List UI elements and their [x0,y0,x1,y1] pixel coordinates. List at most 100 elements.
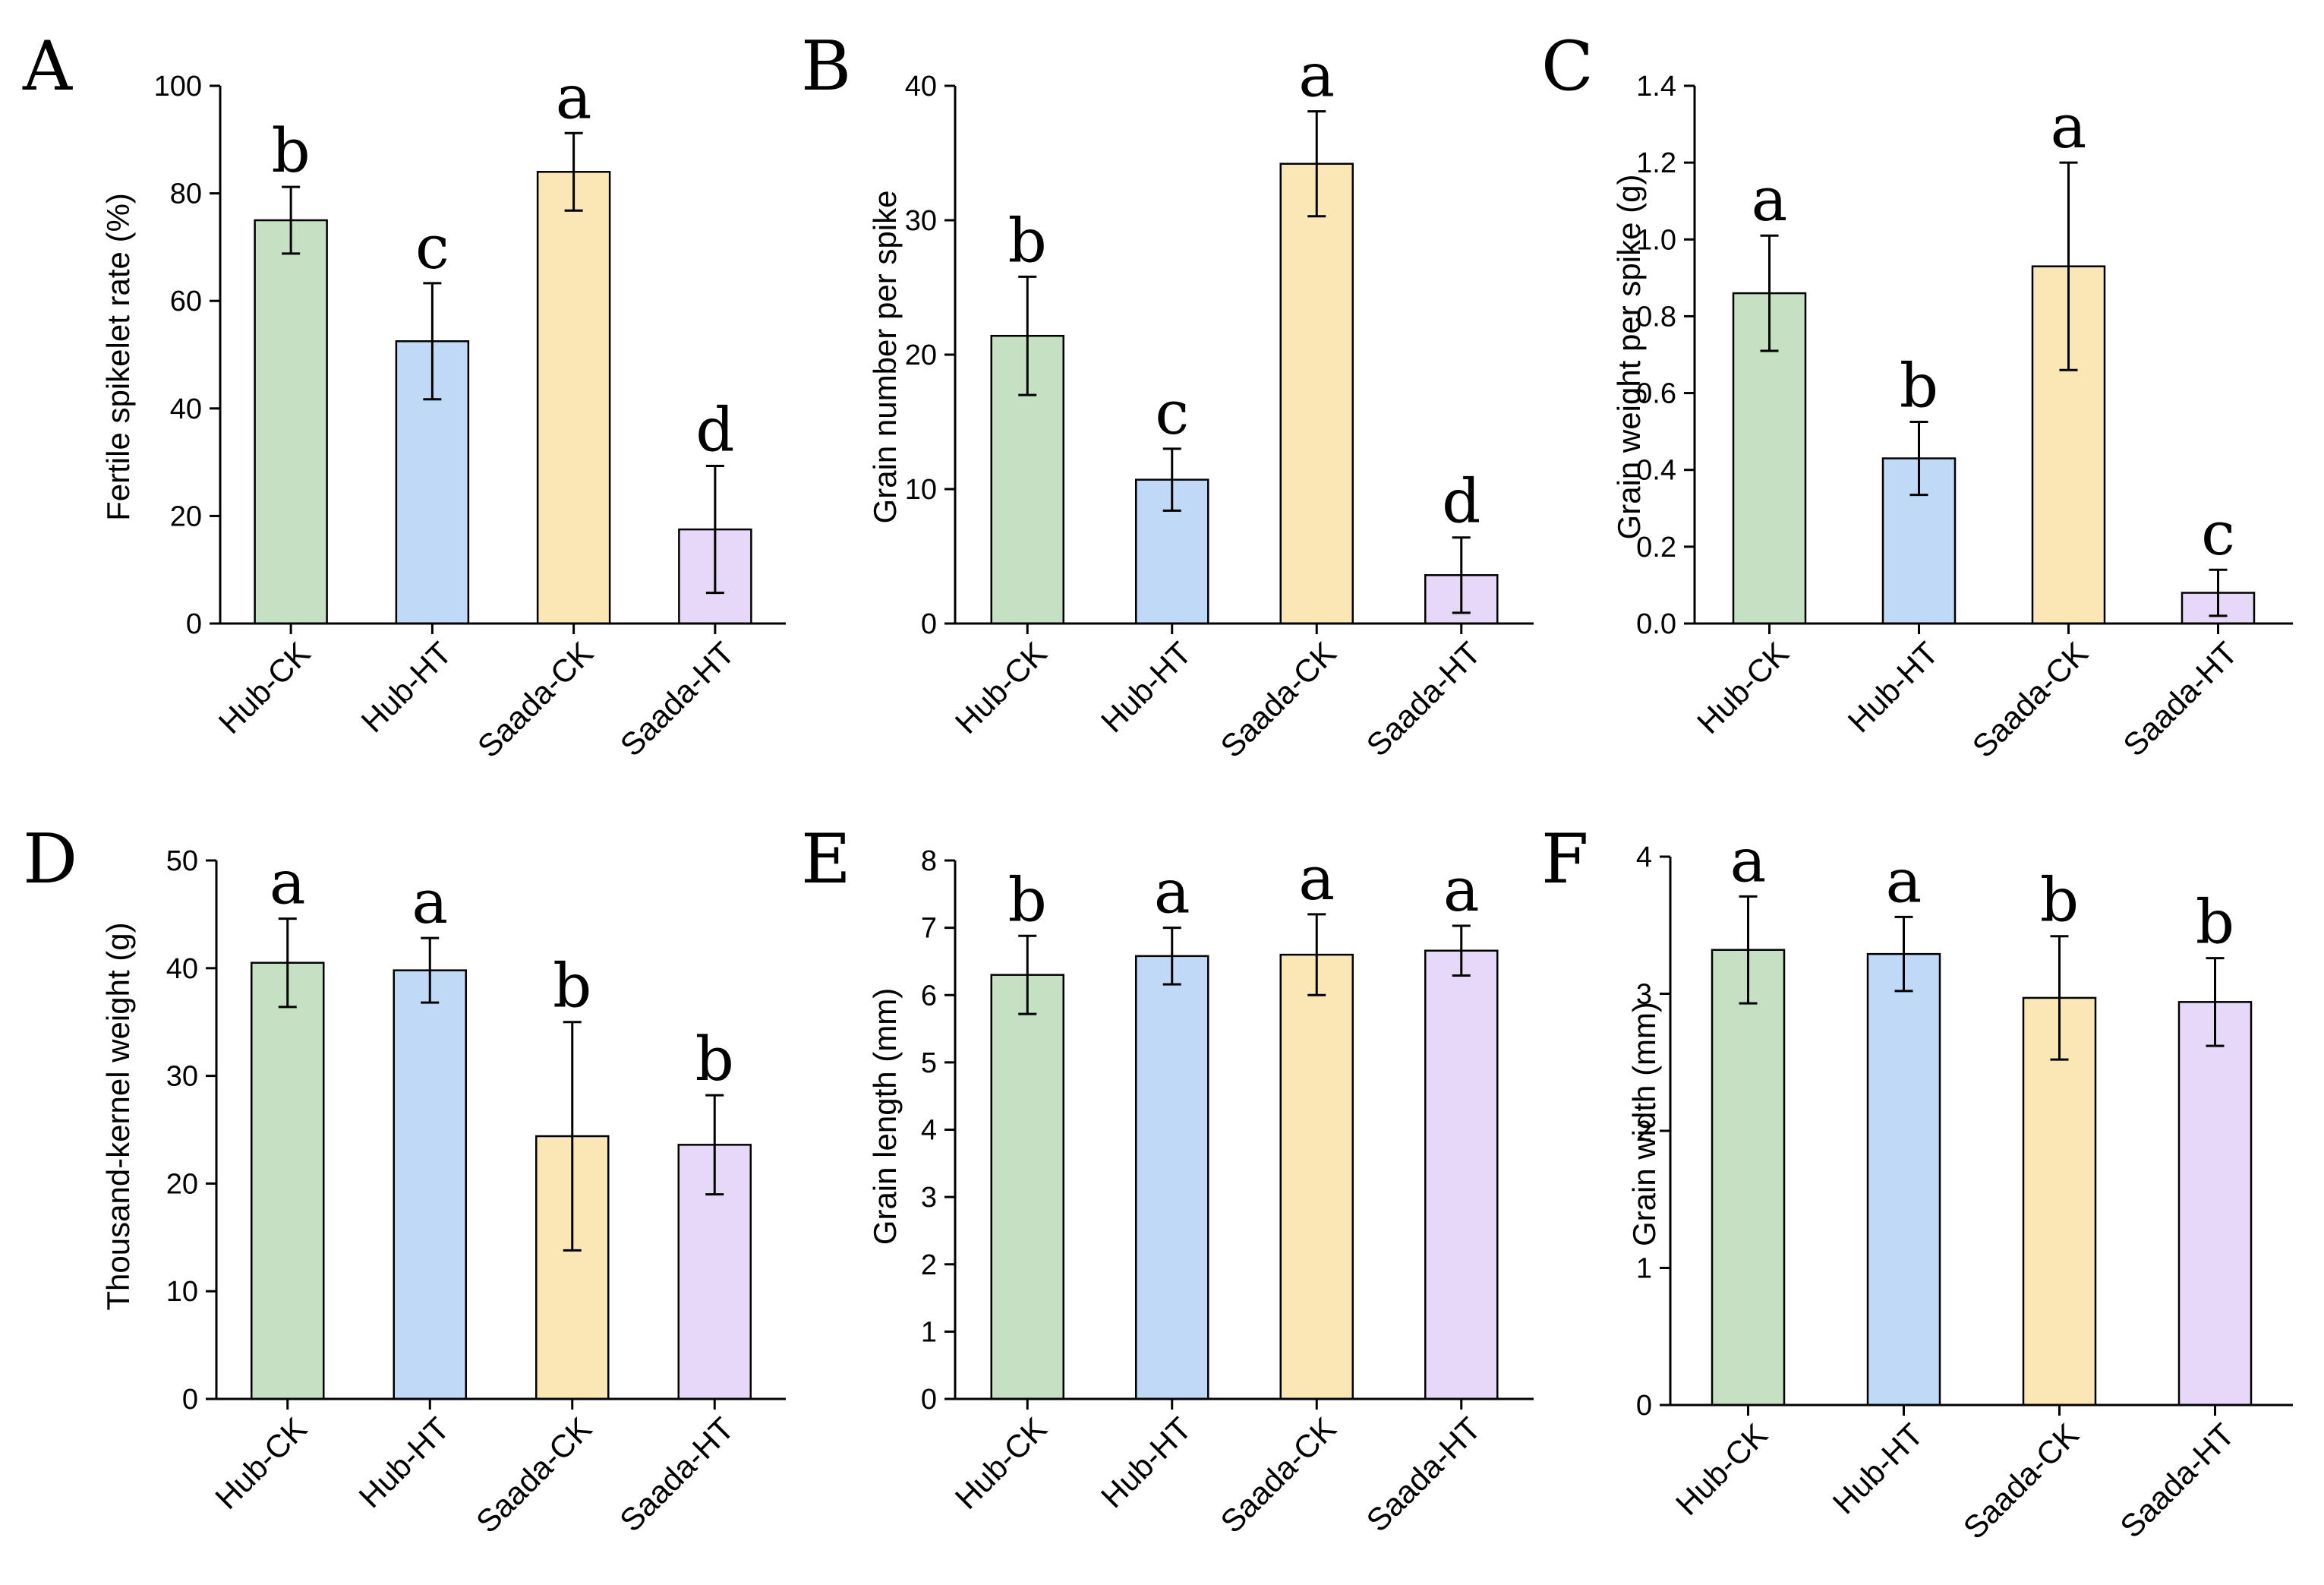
error-bar-e-3 [1307,913,1326,996]
y-tick-label-f-2: 2 [1636,1116,1652,1148]
x-tick-label-c-2: Hub-HT [1841,635,1945,739]
sig-letter-f-2: a [1886,845,1922,916]
y-tick-label-a-0: 0 [186,608,202,640]
y-tick-label-b-4: 40 [905,71,937,103]
sig-letter-f-1: a [1730,825,1767,895]
x-tick-label-d-2: Hub-HT [352,1410,456,1514]
bar-e-saada-ht [1424,949,1499,1400]
y-tick-label-a-5: 100 [154,71,202,103]
error-bar-a-3 [564,131,583,212]
error-bar-e-1 [1018,934,1037,1015]
sig-letter-e-1: b [1008,864,1047,935]
y-tick-label-e-1: 1 [921,1316,937,1348]
bar-d-hub-ck [251,961,325,1400]
sig-letter-b-2: c [1155,377,1189,448]
sig-letter-e-2: a [1154,857,1190,927]
sig-letter-b-4: d [1442,466,1480,537]
y-tick-label-d-3: 30 [166,1061,198,1093]
sig-letter-f-4: b [2196,887,2234,958]
error-bar-e-4 [1452,924,1471,977]
y-axis-label-a: Fertile spikelet rate (%) [100,193,136,521]
x-tick-label-a-3: Saada-CK [471,635,600,764]
sig-letter-d-3: b [553,951,591,1021]
x-tick-label-e-4: Saada-HT [1360,1410,1488,1539]
y-tick-label-c-1: 0.2 [1636,532,1676,564]
y-tick-label-e-7: 7 [921,913,937,945]
y-tick-label-d-0: 0 [182,1384,198,1416]
sig-letter-c-2: b [1900,351,1938,422]
y-tick-label-e-0: 0 [921,1384,937,1416]
x-tick-label-c-1: Hub-CK [1690,635,1796,740]
plot-area-d: a a b b 0 10 20 30 40 50 Hub-CK Hub-HT Saada-CK Saada… [166,845,786,1539]
y-tick-label-e-3: 3 [921,1182,937,1214]
panel-letter-f: F [1541,819,1588,899]
y-tick-label-c-7: 1.4 [1636,71,1676,103]
x-tick-label-a-1: Hub-CK [212,635,317,740]
y-tick-label-b-1: 10 [905,474,937,506]
bar-b-saada-ck [1279,163,1354,625]
panel-e: E Grain length (mm) b a a a 0 1 2 3 4 5 6 7 8 Hub-CK H… [801,819,1534,1539]
bar-e-hub-ck [990,974,1064,1400]
error-bar-f-1 [1739,895,1758,1005]
y-tick-label-e-6: 6 [921,980,937,1012]
panel-c: C Grain weight per spike (g) a b a c 0.0 0.2 0… [1541,27,2293,764]
y-tick-label-d-5: 50 [166,845,198,877]
error-bar-b-2 [1162,447,1181,512]
panel-f: F Grain width (mm) a a b b 0 1 2 3 4 Hub-CK Hub-HT… [1541,819,2293,1546]
x-tick-label-e-3: Saada-CK [1213,1410,1342,1539]
error-bar-c-2 [1909,421,1928,497]
y-tick-label-f-0: 0 [1636,1390,1652,1422]
panel-letter-a: A [22,27,73,106]
x-tick-label-d-1: Hub-CK [208,1410,314,1516]
bar-f-hub-ck [1711,949,1786,1407]
sig-letter-d-4: b [695,1024,734,1094]
y-axis-label-c: Grain weight per spike (g) [1611,175,1647,540]
y-tick-label-d-1: 10 [166,1276,198,1308]
y-tick-label-c-3: 0.6 [1636,378,1676,410]
y-tick-label-e-4: 4 [921,1115,937,1147]
y-tick-label-c-4: 0.8 [1636,301,1676,333]
y-tick-label-d-2: 20 [166,1168,198,1200]
error-bar-c-3 [2059,161,2078,371]
y-tick-label-b-0: 0 [921,608,937,640]
sig-letter-c-1: a [1752,164,1788,235]
error-bar-d-2 [421,936,440,1004]
y-tick-label-f-1: 1 [1636,1253,1652,1285]
error-bar-a-4 [705,465,724,595]
panel-letter-e: E [801,819,851,899]
x-tick-label-d-4: Saada-HT [613,1410,741,1539]
sig-letter-c-3: a [2051,91,2087,162]
sig-letter-a-4: d [695,395,734,466]
bar-e-hub-ht [1135,955,1209,1400]
x-tick-label-a-4: Saada-HT [613,635,742,763]
plot-area-a: b c a d 0 20 40 60 80 100 Hub-CK Hub-HT Saada-CK Saad… [154,62,786,764]
x-tick-label-f-4: Saada-HT [2113,1416,2241,1545]
y-tick-label-c-2: 0.4 [1636,455,1676,487]
sig-letter-a-2: c [415,212,449,283]
y-tick-label-f-3: 3 [1636,979,1652,1011]
x-tick-label-b-2: Hub-HT [1094,635,1198,739]
x-tick-label-f-2: Hub-HT [1826,1416,1930,1520]
bar-f-saada-ck [2022,996,2097,1407]
y-tick-label-e-8: 8 [921,845,937,877]
bar-f-hub-ht [1866,952,1941,1407]
bar-d-hub-ht [393,969,467,1400]
sig-letter-e-3: a [1298,843,1335,914]
error-bar-b-3 [1307,110,1326,218]
x-tick-label-f-3: Saada-CK [1957,1416,2086,1546]
x-tick-label-d-3: Saada-CK [469,1410,598,1539]
error-bar-b-4 [1452,536,1471,614]
sig-letter-d-2: a [412,867,448,937]
y-tick-label-a-1: 20 [170,500,202,532]
y-tick-label-c-6: 1.2 [1636,147,1676,179]
x-tick-label-b-3: Saada-CK [1213,635,1342,764]
panel-b: B Grain number per spike b c a d 0 10 20 30 40 Hu… [801,27,1534,764]
x-tick-label-b-1: Hub-CK [948,635,1054,740]
x-tick-label-c-3: Saada-CK [1966,635,2095,764]
error-bar-c-1 [1760,234,1779,352]
sig-letter-b-1: b [1008,205,1047,276]
plot-area-f: a a b b 0 1 2 3 4 Hub-CK Hub-HT Saada-CK Saada-HT [1636,825,2293,1546]
x-tick-label-e-2: Hub-HT [1094,1410,1198,1514]
y-tick-label-a-2: 40 [170,393,202,425]
